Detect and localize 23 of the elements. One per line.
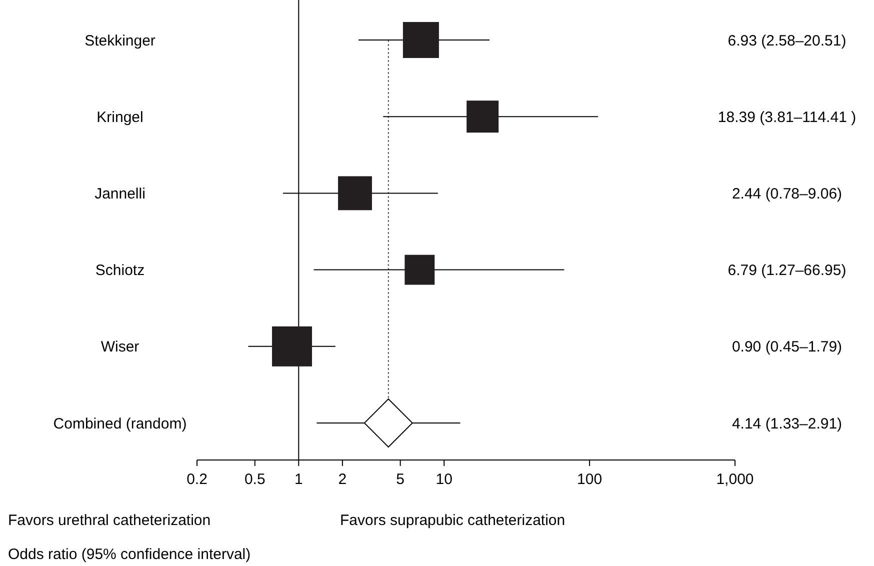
text: Favors urethral catheterization [8, 512, 211, 529]
x-tick-label: 2 [338, 471, 347, 488]
x-tick-label: 10 [436, 471, 452, 488]
y-tick-label: Combined (random) [53, 415, 187, 432]
annotation: 4.14 (1.33–2.91) [732, 415, 842, 432]
x-axis-title: Odds ratio (95% confidence interval) [8, 546, 251, 563]
text: Favors suprapubic catheterization [340, 512, 566, 529]
x-tick-label: 1,000 [716, 471, 754, 488]
annotation: 18.39 (3.81–114.41 ) [718, 108, 856, 126]
x-tick-label: 0.5 [244, 471, 266, 488]
y-tick-label: Kringel [96, 108, 144, 126]
y-tick-label: Wiser [100, 338, 140, 356]
y-tick-label: Stekkinger [84, 32, 156, 50]
x-tick-label: 1 [294, 471, 303, 488]
y-tick-label: Jannelli [94, 185, 146, 202]
annotation: 6.93 (2.58–20.51) [728, 32, 846, 50]
annotation: 2.44 (0.78–9.06) [732, 185, 842, 202]
y-tick-label: Schiotz [95, 262, 145, 280]
annotation: 0.90 (0.45–1.79) [732, 338, 842, 356]
x-tick-label: 5 [396, 471, 404, 488]
x-tick-label: 100 [577, 471, 602, 488]
annotation: 6.79 (1.27–66.95) [728, 262, 846, 280]
x-tick-label: 0.2 [186, 471, 208, 488]
